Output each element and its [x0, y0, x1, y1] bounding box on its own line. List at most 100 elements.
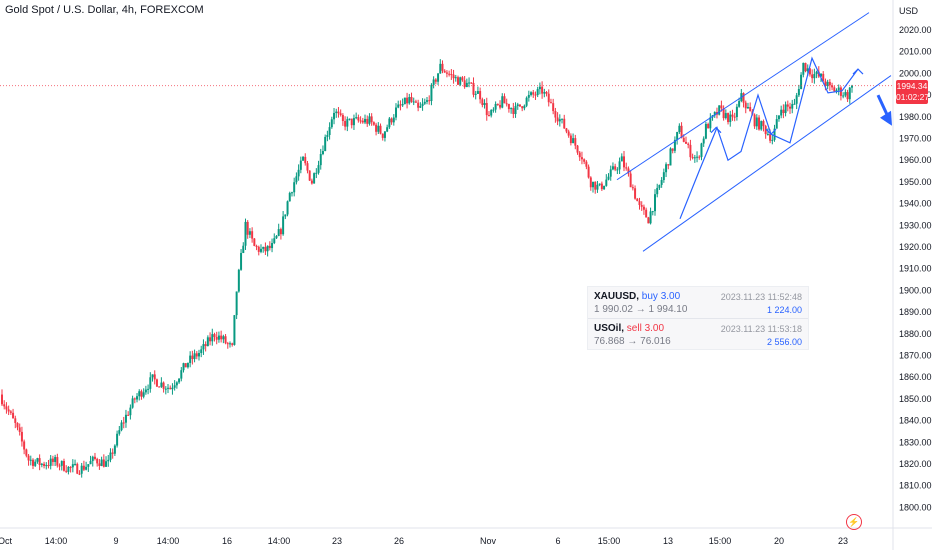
candle-body — [313, 173, 316, 184]
candle-body — [408, 97, 411, 104]
candle-body — [403, 97, 406, 104]
candle-body — [545, 92, 548, 94]
candle-body — [720, 105, 723, 109]
candle-body — [713, 112, 716, 116]
candle-body — [450, 74, 453, 76]
candle-body — [826, 81, 829, 87]
candle-body — [74, 463, 77, 465]
candle-body — [153, 374, 156, 380]
price-tick-label: 2010.00 — [899, 47, 932, 57]
candle-body — [383, 131, 386, 138]
candle-body — [844, 92, 847, 96]
price-tick-label: 1920.00 — [899, 242, 932, 252]
candle-body — [696, 156, 699, 158]
candle-body — [277, 229, 280, 236]
candle-body — [585, 161, 588, 167]
trade-time: 2023.11.23 11:53:18 — [720, 324, 802, 334]
candle-body — [452, 74, 455, 79]
candle-body — [623, 156, 626, 168]
candle-body — [211, 334, 214, 342]
price-tick-label: 1970.00 — [899, 134, 932, 144]
price-tick-label: 1850.00 — [899, 394, 932, 404]
candle-body — [71, 464, 74, 468]
candle-body — [120, 422, 123, 431]
candle-body — [647, 217, 650, 224]
candle-body — [822, 73, 825, 82]
candle-body — [286, 201, 289, 215]
time-tick-label: 23 — [332, 536, 342, 546]
price-tick-label: 1910.00 — [899, 264, 932, 274]
candle-body — [204, 344, 207, 347]
candle-body — [80, 465, 83, 474]
candle-body — [76, 463, 79, 474]
candle-body — [116, 433, 119, 446]
candle-body — [791, 104, 794, 109]
candle-body — [375, 124, 378, 132]
candle-countdown: 01:02:27 — [896, 92, 930, 102]
candle-body — [381, 133, 384, 138]
candle-body — [638, 201, 641, 206]
candle-body — [226, 343, 229, 345]
candle-body — [233, 315, 236, 345]
price-tick-label: 1900.00 — [899, 285, 932, 295]
candle-body — [596, 184, 599, 190]
trade-row[interactable]: XAUUSD, buy 3.00 2023.11.23 11:52:48 1 9… — [588, 287, 808, 319]
candle-body — [333, 112, 336, 120]
candle-body — [490, 110, 493, 116]
time-tick-label: 14:00 — [157, 536, 180, 546]
candle-body — [25, 449, 28, 456]
candle-body — [777, 115, 780, 120]
candle-body — [317, 165, 320, 173]
candle-body — [20, 431, 23, 442]
lightning-icon[interactable]: ⚡ — [846, 514, 862, 530]
candle-body — [762, 121, 765, 127]
candle-body — [786, 104, 789, 107]
candle-body — [678, 125, 681, 133]
candle-body — [304, 156, 307, 164]
price-tick-label: 1980.00 — [899, 112, 932, 122]
candle-body — [580, 157, 583, 160]
candle-body — [771, 139, 774, 141]
candle-body — [839, 87, 842, 96]
candle-body — [240, 252, 243, 270]
candle-body — [328, 127, 331, 135]
currency-label[interactable]: USD — [899, 6, 919, 16]
chart-title: Gold Spot / U.S. Dollar, 4h, FOREXCOM — [5, 4, 204, 16]
candle-body — [795, 95, 798, 104]
candle-body — [603, 185, 606, 190]
candle-body — [321, 151, 324, 155]
candle-body — [463, 80, 466, 88]
candle-body — [275, 235, 278, 239]
candle-body — [202, 344, 205, 350]
candle-body — [193, 353, 196, 360]
candle-body — [631, 187, 634, 189]
candle-body — [164, 388, 167, 390]
candle-body — [461, 77, 464, 81]
candle-body — [388, 118, 391, 128]
candle-body — [213, 334, 216, 337]
candle-body — [724, 113, 727, 119]
candle-body — [483, 103, 486, 105]
candle-body — [377, 125, 380, 132]
candle-body — [1, 394, 3, 405]
candle-body — [124, 414, 127, 423]
candle-body — [760, 121, 763, 130]
candle-body — [364, 118, 367, 123]
candle-body — [735, 106, 738, 118]
candle-body — [414, 101, 417, 103]
trade-row[interactable]: USOil, sell 3.00 2023.11.23 11:53:18 76.… — [588, 319, 808, 350]
candle-body — [434, 79, 437, 82]
candle-body — [534, 94, 537, 96]
candle-body — [151, 374, 154, 378]
candle-body — [693, 157, 696, 159]
candle-body — [459, 77, 462, 85]
candle-body — [516, 104, 519, 107]
candle-body — [171, 387, 174, 390]
candle-body — [255, 245, 258, 247]
candle-body — [149, 377, 152, 389]
trade-profit: 2 556.00 — [766, 337, 802, 347]
candle-body — [295, 176, 298, 183]
candle-body — [162, 382, 165, 389]
candle-body — [512, 108, 515, 115]
